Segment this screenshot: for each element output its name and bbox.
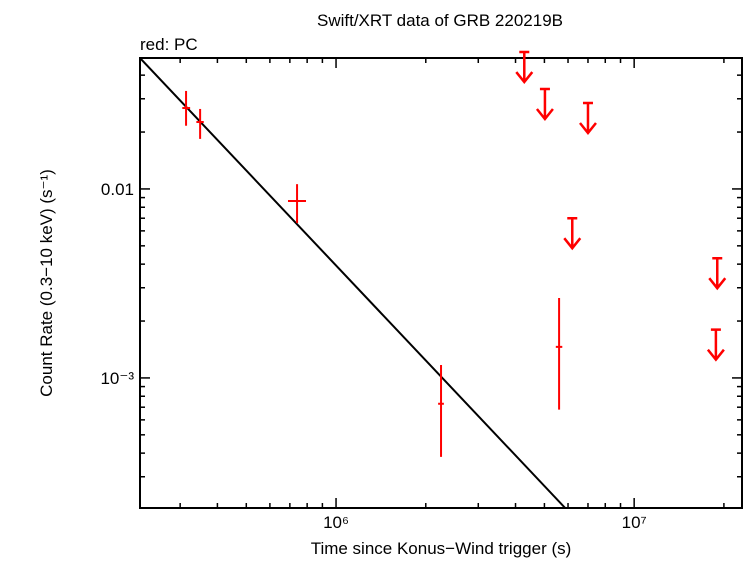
upper-limit-arrow [563,216,582,251]
subtitle: red: PC [140,35,198,54]
chart-title: Swift/XRT data of GRB 220219B [317,11,563,30]
upper-limit-arrow [535,87,554,121]
y-axis-label: Count Rate (0.3−10 keV) (s⁻¹) [37,169,56,397]
plot-frame [139,57,743,509]
x-tick-label: 10⁶ [323,513,349,532]
model-line [140,58,566,508]
x-tick-label: 10⁷ [622,513,647,532]
upper-limit-arrow [706,328,725,362]
upper-limit-arrow [579,101,597,135]
y-tick-label: 0.01 [101,180,134,199]
y-tick-label: 10⁻³ [100,369,134,388]
upper-limit-arrow [708,256,727,291]
upper-limit-arrow [515,50,534,85]
x-axis-label: Time since Konus−Wind trigger (s) [311,539,572,558]
